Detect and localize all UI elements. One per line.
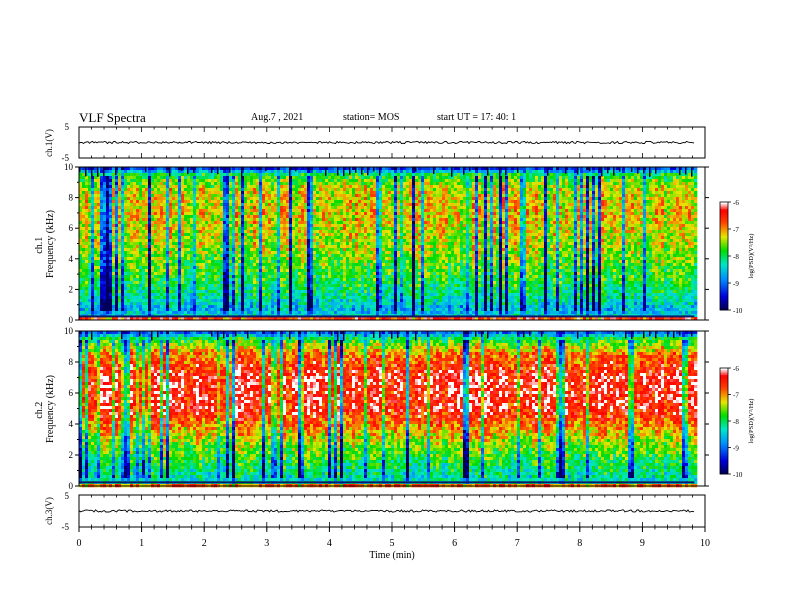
ytick-label: 4 [69, 419, 74, 429]
ytick-label: 5 [65, 491, 70, 501]
spectrogram-ylabel-ch1: ch.1 Frequency (kHz) [34, 210, 56, 278]
ytick-label: 0 [69, 481, 74, 491]
xtick-label: 7 [515, 538, 520, 549]
ytick-label: 2 [69, 450, 74, 460]
spectrogram-image-ch1 [79, 167, 698, 321]
colorbar-tick-label: -10 [733, 307, 743, 315]
xtick-label: 4 [327, 538, 332, 549]
xtick-label: 2 [202, 538, 207, 549]
date-label: Aug.7 , 2021 [251, 112, 303, 123]
xtick-label: 0 [77, 538, 82, 549]
xtick-label: 10 [700, 538, 710, 549]
x-axis: 0 1 2 3 4 5 6 7 8 9 10 [77, 527, 710, 549]
colorbar-ch1: -6 -7 -8 -9 -10 log(PSD)(V²/Hz) [719, 199, 755, 315]
ytick-label: 5 [65, 122, 70, 132]
ytick-label: 6 [69, 223, 74, 233]
waveform-trace-ch1 [78, 127, 706, 158]
colorbar-tick-label: -9 [733, 280, 739, 288]
waveform-panel-ch1: 5 -5 ch.1(V) [44, 122, 706, 163]
waveform-ylabel-ch3: ch.3(V) [44, 497, 54, 525]
waveform-panel-ch3: 5 -5 ch.3(V) [44, 491, 706, 532]
ytick-label: 2 [69, 284, 74, 294]
spectrogram-panel-ch1: 0 2 4 6 8 10 ch.1 Frequency (kHz) -6 -7 -8 -9 -10… [34, 162, 755, 325]
colorbar-tick-label: -8 [733, 253, 739, 261]
colorbar-label: log(PSD)(V²/Hz) [748, 399, 755, 444]
ytick-label: 10 [64, 162, 74, 172]
colorbar-tick-label: -6 [733, 365, 739, 373]
ytick-label: 4 [69, 254, 74, 264]
ytick-label: 10 [64, 326, 74, 336]
colorbar-tick-label: -10 [733, 471, 743, 479]
ytick-label: 8 [69, 193, 74, 203]
xtick-label: 8 [577, 538, 582, 549]
colorbar-tick-label: -8 [733, 418, 739, 426]
colorbar-ch2: -6 -7 -8 -9 -10 log(PSD)(V²/Hz) [719, 365, 755, 479]
chart-title: VLF Spectra [79, 110, 146, 126]
xtick-label: 9 [640, 538, 645, 549]
ytick-label: 6 [69, 388, 74, 398]
ytick-label: 0 [69, 315, 74, 325]
colorbar-tick-label: -6 [733, 199, 739, 207]
ytick-label: -5 [62, 522, 70, 532]
waveform-ylabel-ch1: ch.1(V) [44, 129, 54, 157]
colorbar-tick-label: -9 [733, 445, 739, 453]
spectrogram-panel-ch2: 0 2 4 6 8 10 ch.2 Frequency (kHz) -6 -7 -8 -9 -10… [34, 326, 755, 491]
colorbar-label: log(PSD)(V²/Hz) [748, 234, 755, 279]
station-label: station= MOS [343, 112, 399, 123]
xtick-label: 5 [390, 538, 395, 549]
spectrogram-ylabel-ch2: ch.2 Frequency (kHz) [34, 375, 56, 443]
xtick-label: 6 [452, 538, 457, 549]
start-ut-label: start UT = 17: 40: 1 [437, 112, 516, 123]
colorbar-tick-label: -7 [733, 226, 739, 234]
ytick-label: -5 [62, 153, 70, 163]
colorbar-tick-label: -7 [733, 392, 739, 400]
xtick-label: 1 [139, 538, 144, 549]
spectrogram-image-ch2 [79, 331, 698, 488]
xtick-label: 3 [264, 538, 269, 549]
ytick-label: 8 [69, 357, 74, 367]
waveform-trace-ch3 [78, 495, 706, 527]
x-axis-label: Time (min) [369, 550, 414, 561]
